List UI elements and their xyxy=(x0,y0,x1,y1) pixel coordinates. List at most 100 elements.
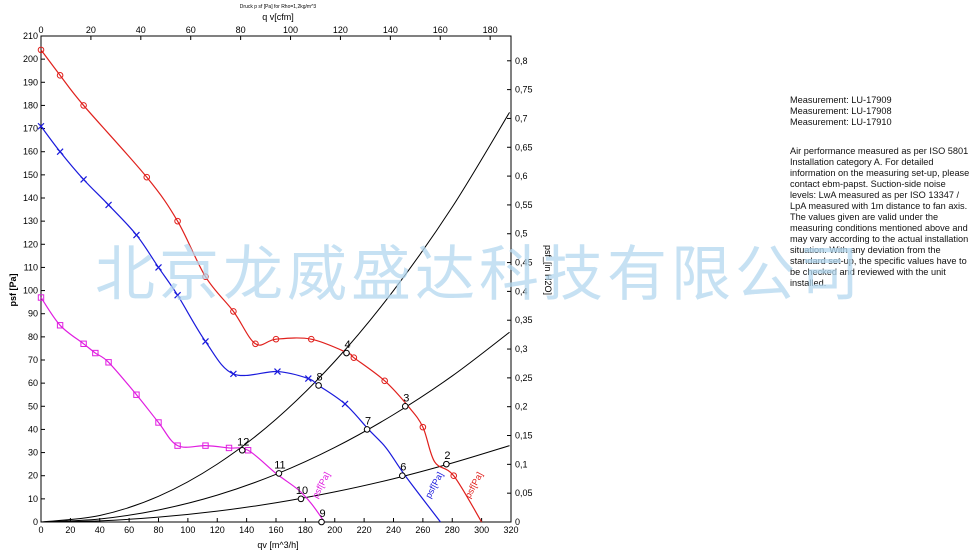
series-point xyxy=(307,335,315,343)
series-point xyxy=(341,400,349,408)
series-point xyxy=(202,273,209,280)
series-point xyxy=(92,349,99,357)
operating-point xyxy=(363,426,371,433)
series-point xyxy=(80,340,87,348)
series-point xyxy=(229,370,237,378)
y-tick-label: 60 xyxy=(28,378,38,388)
operating-point-label: 2 xyxy=(444,450,450,462)
note-line: levels: LwA measured as per ISO 13347 / xyxy=(790,190,960,200)
series-label: psf[Pa] xyxy=(423,470,445,499)
y2-tick-label: 0,4 xyxy=(515,286,528,296)
y2-tick-label: 0,45 xyxy=(515,258,533,268)
y-tick-label: 90 xyxy=(28,309,38,319)
operating-point-label: 11 xyxy=(274,459,285,471)
note-line: may vary according to the actual install… xyxy=(790,234,969,244)
system-curve-line xyxy=(40,112,510,523)
x-tick-label: 220 xyxy=(357,525,372,535)
series-point xyxy=(174,442,181,449)
series-point xyxy=(252,340,259,348)
series-point xyxy=(272,335,280,343)
operating-point-label: 12 xyxy=(237,436,249,448)
chart-title: Druck p sf [Pa] for Rho=1,2kg/m^3 xyxy=(240,4,317,10)
y-tick-label: 190 xyxy=(23,77,38,87)
series-line xyxy=(40,49,483,523)
series-point xyxy=(304,375,312,382)
operating-point-label: 9 xyxy=(319,508,325,520)
note-line: measuring conditions mentioned above and xyxy=(790,223,968,233)
x-tick-label: 200 xyxy=(327,525,342,535)
y-tick-label: 160 xyxy=(23,147,38,157)
series-point xyxy=(37,122,45,130)
operating-point-label: 4 xyxy=(344,339,350,351)
operating-points: 2 3 4 6 7 8 9 10 11 12 xyxy=(237,339,450,526)
note-line: be checked and reviewed with the unit xyxy=(790,267,946,277)
y-tick-label: 10 xyxy=(28,494,38,504)
operating-point xyxy=(315,382,322,389)
series-point xyxy=(37,294,45,301)
y2-tick-label: 0,6 xyxy=(515,171,528,181)
x-tick-label: 320 xyxy=(503,525,518,535)
series-point xyxy=(225,444,233,452)
series-label: psf[Pa] xyxy=(463,470,485,499)
y-tick-label: 0 xyxy=(33,517,38,527)
measurement-line: Measurement: LU-17909 xyxy=(790,95,892,105)
system-curves xyxy=(40,112,510,523)
operating-point-label: 7 xyxy=(365,415,371,427)
series-point xyxy=(56,148,64,156)
operating-point xyxy=(297,495,305,503)
x2-tick-label: 80 xyxy=(236,25,246,35)
series-point xyxy=(202,442,209,449)
x2-tick-label: 120 xyxy=(333,25,348,35)
x-tick-label: 80 xyxy=(153,525,163,535)
x-tick-label: 240 xyxy=(386,525,401,535)
x-tick-label: 100 xyxy=(180,525,195,535)
series-point xyxy=(450,472,458,480)
note-line: LpA measured with 1m distance to fan axi… xyxy=(790,201,968,211)
x2-tick-label: 100 xyxy=(283,25,298,35)
note-line: standard set-up, the specific values hav… xyxy=(790,256,967,266)
x-tick-label: 180 xyxy=(298,525,313,535)
series-line xyxy=(40,297,325,523)
x2-tick-label: 20 xyxy=(86,25,96,35)
operating-point xyxy=(343,349,350,357)
x2-tick-label: 0 xyxy=(38,25,43,35)
series-point xyxy=(419,423,427,431)
operating-point xyxy=(275,470,283,477)
x-tick-label: 0 xyxy=(38,525,43,535)
note-line: contact ebm-papst. Suction-side noise xyxy=(790,179,946,189)
measurements-block: Measurement: LU-17909 Measurement: LU-17… xyxy=(790,95,975,128)
y2-tick-label: 0,75 xyxy=(515,85,533,95)
system-curve-line xyxy=(40,331,510,523)
operating-point xyxy=(401,402,409,410)
series-point xyxy=(350,354,358,361)
y-tick-label: 210 xyxy=(23,31,38,41)
series-point xyxy=(174,217,181,225)
series-point xyxy=(155,419,162,426)
y2-tick-label: 0,5 xyxy=(515,229,528,239)
series-point xyxy=(56,72,64,79)
series-point xyxy=(80,102,87,109)
y-tick-label: 80 xyxy=(28,332,38,342)
series-point xyxy=(155,264,162,271)
series-label: psf[Pa] xyxy=(310,470,332,499)
y-tick-label: 110 xyxy=(24,262,38,272)
series-point xyxy=(37,46,45,54)
y2-tick-label: 0 xyxy=(515,517,520,527)
y-tick-label: 200 xyxy=(23,54,38,64)
y-tick-label: 100 xyxy=(23,286,38,296)
y-tick-label: 180 xyxy=(23,100,38,110)
x-tick-label: 40 xyxy=(95,525,105,535)
y-tick-label: 130 xyxy=(23,216,38,226)
series-point xyxy=(133,391,140,398)
x-tick-label: 20 xyxy=(65,525,75,535)
x-tick-label: 300 xyxy=(474,525,489,535)
y2-tick-label: 0,15 xyxy=(515,431,533,441)
series-point xyxy=(381,377,388,385)
note-line: Installation category A. For detailed xyxy=(790,157,934,167)
y2-tick-label: 0,1 xyxy=(515,459,528,469)
x-tick-label: 280 xyxy=(445,525,460,535)
y-tick-label: 30 xyxy=(28,448,38,458)
series-point xyxy=(105,201,112,209)
performance-curves: psf[Pa] psf[Pa] psf[Pa] xyxy=(37,46,485,523)
operating-point-label: 8 xyxy=(317,371,323,383)
